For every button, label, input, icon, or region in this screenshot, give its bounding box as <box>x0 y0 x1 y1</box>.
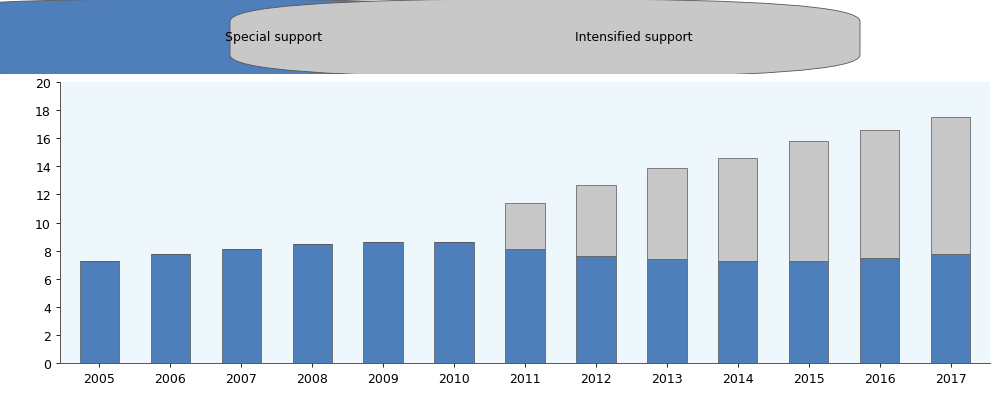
Bar <box>718 261 758 363</box>
Bar <box>363 243 403 363</box>
Bar <box>931 118 970 254</box>
Bar <box>789 142 828 261</box>
Bar <box>647 168 687 259</box>
Bar <box>505 250 545 363</box>
Bar <box>718 159 758 261</box>
Bar <box>292 244 332 363</box>
Bar <box>789 261 828 363</box>
Bar <box>576 185 616 257</box>
Text: Intensified support: Intensified support <box>575 31 692 44</box>
Bar <box>80 261 119 363</box>
Bar <box>505 203 545 250</box>
Bar <box>434 243 474 363</box>
Bar <box>860 131 899 258</box>
FancyBboxPatch shape <box>0 0 510 78</box>
Text: Special support: Special support <box>225 31 322 44</box>
Bar <box>931 254 970 363</box>
Bar <box>222 250 261 363</box>
Bar <box>576 257 616 363</box>
Bar <box>647 259 687 363</box>
FancyBboxPatch shape <box>230 0 860 78</box>
Bar <box>860 258 899 363</box>
Bar <box>151 254 190 363</box>
